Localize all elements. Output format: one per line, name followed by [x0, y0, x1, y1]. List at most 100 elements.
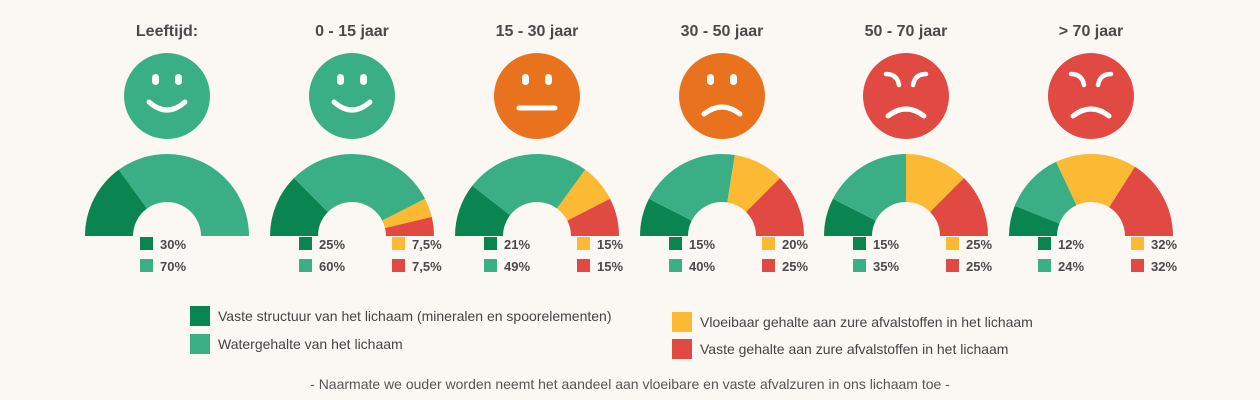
face-mouth [701, 104, 743, 117]
pct-label-vloeibaar: 20% [782, 237, 808, 252]
legend: Vaste structuur van het lichaam (mineral… [0, 300, 1260, 400]
gauge-segment-vastzuur [1109, 166, 1173, 236]
pct-label-water: 40% [689, 259, 715, 274]
gauge-group: Leeftijd: 30% 70% [85, 23, 250, 274]
face-brow [910, 71, 929, 88]
face-eye [730, 74, 737, 85]
pct-swatch-vast [140, 237, 153, 250]
gauge-segment-vast [85, 169, 148, 236]
pct-label-water: 35% [873, 259, 899, 274]
face-mouth [146, 99, 188, 113]
gauge-segment-water [294, 154, 426, 221]
pct-label-vloeibaar: 15% [597, 237, 623, 252]
pct-swatch-vastzuur [946, 259, 959, 272]
gauge-segment-vast [1009, 205, 1060, 236]
pct-label-vastzuur: 25% [966, 259, 992, 274]
gauge-segment-vastzuur [385, 216, 434, 236]
face-eye [707, 74, 714, 85]
chart-caption: - Naarmate we ouder worden neemt het aan… [310, 376, 950, 392]
gauge-group: 0 - 15 jaar 25% 60% 7,5% 7,5% [270, 23, 442, 274]
pct-label-water: 70% [160, 259, 186, 274]
legend-item-vastzuur: Vaste gehalte aan zure afvalstoffen in h… [672, 339, 1008, 359]
pct-label-vastzuur: 32% [1151, 259, 1177, 274]
face-eye [152, 74, 159, 85]
gauge-segment-water [118, 154, 250, 236]
pct-swatch-vloeibaar [946, 237, 959, 250]
face-brow [1095, 71, 1114, 88]
legend-label-water: Watergehalte van het lichaam [218, 336, 403, 352]
pct-swatch-vast [853, 237, 866, 250]
group-title: 0 - 15 jaar [315, 23, 389, 40]
face-eye [545, 74, 552, 85]
group-title: 15 - 30 jaar [496, 23, 579, 40]
pct-swatch-vast [669, 237, 682, 250]
pct-swatch-water [299, 259, 312, 272]
pct-label-vloeibaar: 32% [1151, 237, 1177, 252]
gauge-segment-water [1014, 161, 1077, 224]
gauge-segment-vloeibaar [906, 154, 964, 212]
gauge-group: 30 - 50 jaar 15% 40% 20% 25% [640, 23, 808, 274]
legend-label-vast: Vaste structuur van het lichaam (mineral… [218, 308, 612, 324]
legend-item-water: Watergehalte van het lichaam [190, 334, 403, 354]
pct-label-water: 60% [319, 259, 345, 274]
pct-swatch-water [669, 259, 682, 272]
pct-swatch-vastzuur [577, 259, 590, 272]
legend-item-vloeibaar: Vloeibaar gehalte aan zure afvalstoffen … [672, 312, 1033, 332]
gauge-segment-water [472, 154, 586, 216]
face-brow [883, 71, 902, 88]
group-title: 30 - 50 jaar [681, 23, 764, 40]
pct-swatch-vloeibaar [762, 237, 775, 250]
face-eye [337, 74, 344, 85]
pct-swatch-water [140, 259, 153, 272]
pct-label-vast: 21% [504, 237, 530, 252]
face-mouth [331, 99, 373, 113]
pct-swatch-vastzuur [762, 259, 775, 272]
pct-swatch-water [1038, 259, 1051, 272]
pct-swatch-water [484, 259, 497, 272]
pct-label-vast: 12% [1058, 237, 1084, 252]
gauge-segment-vloeibaar [556, 169, 611, 221]
face-brow [1068, 71, 1087, 88]
gauge-group: 50 - 70 jaar 15% 35% 25% 25% [824, 23, 992, 274]
face-angry-icon [863, 53, 949, 139]
pct-swatch-vastzuur [392, 259, 405, 272]
group-title: Leeftijd: [136, 23, 198, 40]
face-mouth [885, 106, 927, 119]
pct-label-vast: 30% [160, 237, 186, 252]
gauge-chart: Leeftijd: 30% 70% 0 - 15 jaar 25% 60% 7,5% 7,5%… [85, 23, 1177, 274]
legend-swatch-vloeibaar [672, 312, 692, 332]
face-neutral-icon [494, 53, 580, 139]
pct-swatch-vast [299, 237, 312, 250]
face-angry-icon [1048, 53, 1134, 139]
pct-swatch-vloeibaar [577, 237, 590, 250]
pct-swatch-vloeibaar [392, 237, 405, 250]
face-mouth [1070, 106, 1112, 119]
gauge-segment-water [648, 154, 735, 221]
pct-label-vloeibaar: 7,5% [412, 237, 442, 252]
pct-label-vast: 25% [319, 237, 345, 252]
pct-label-vast: 15% [873, 237, 899, 252]
group-title: > 70 jaar [1059, 23, 1124, 40]
legend-item-vast: Vaste structuur van het lichaam (mineral… [190, 306, 612, 326]
gauge-segment-vastzuur [930, 178, 988, 236]
face-happy-icon [309, 53, 395, 139]
face-sad-icon [679, 53, 765, 139]
pct-label-water: 24% [1058, 259, 1084, 274]
pct-label-vast: 15% [689, 237, 715, 252]
legend-swatch-vast [190, 306, 210, 326]
group-title: 50 - 70 jaar [865, 23, 948, 40]
pct-label-vastzuur: 15% [597, 259, 623, 274]
pct-swatch-vloeibaar [1131, 237, 1144, 250]
gauge-group: 15 - 30 jaar 21% 49% 15% 15% [455, 23, 623, 274]
gauge-segment-vastzuur [746, 178, 804, 236]
pct-label-vloeibaar: 25% [966, 237, 992, 252]
gauge-segment-vast [640, 198, 692, 236]
legend-swatch-water [190, 334, 210, 354]
pct-swatch-water [853, 259, 866, 272]
pct-swatch-vastzuur [1131, 259, 1144, 272]
legend-swatch-vastzuur [672, 339, 692, 359]
gauge-segment-vast [270, 178, 328, 236]
pct-label-vastzuur: 7,5% [412, 259, 442, 274]
gauge-segment-vast [455, 185, 511, 236]
face-happy-icon [124, 53, 210, 139]
